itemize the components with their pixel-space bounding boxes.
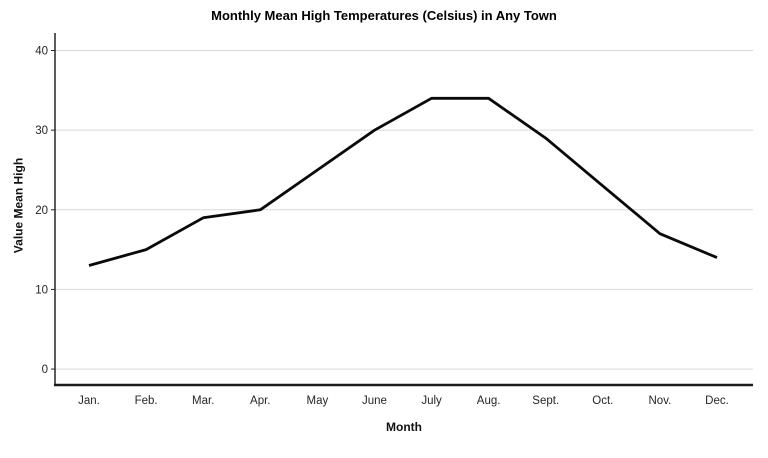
y-tick-label: 30: [35, 125, 48, 137]
x-tick-label: Mar.: [192, 395, 214, 407]
x-tick-label: Aug.: [477, 395, 501, 407]
y-tick-label: 20: [35, 205, 48, 217]
x-tick-label: June: [362, 395, 387, 407]
x-tick-label: May: [306, 395, 328, 407]
y-axis-title: Value Mean High: [11, 157, 26, 254]
y-tick-label: 0: [42, 364, 48, 376]
x-tick-label: Jan.: [78, 395, 100, 407]
x-tick-label: Oct.: [592, 395, 613, 407]
y-tick-label: 10: [35, 284, 48, 296]
x-tick-label: Sept.: [532, 395, 559, 407]
x-tick-label: July: [421, 395, 442, 407]
temperature-series-line: [88, 96, 718, 267]
chart-title: Monthly Mean High Temperatures (Celsius)…: [211, 8, 557, 23]
x-tick-label: Feb.: [135, 395, 158, 407]
x-tick-label: Dec.: [705, 395, 729, 407]
y-tick-label: 40: [35, 46, 48, 58]
x-axis-title: Month: [386, 420, 422, 434]
x-tick-label: Nov.: [649, 395, 672, 407]
x-tick-label: Apr.: [250, 395, 270, 407]
